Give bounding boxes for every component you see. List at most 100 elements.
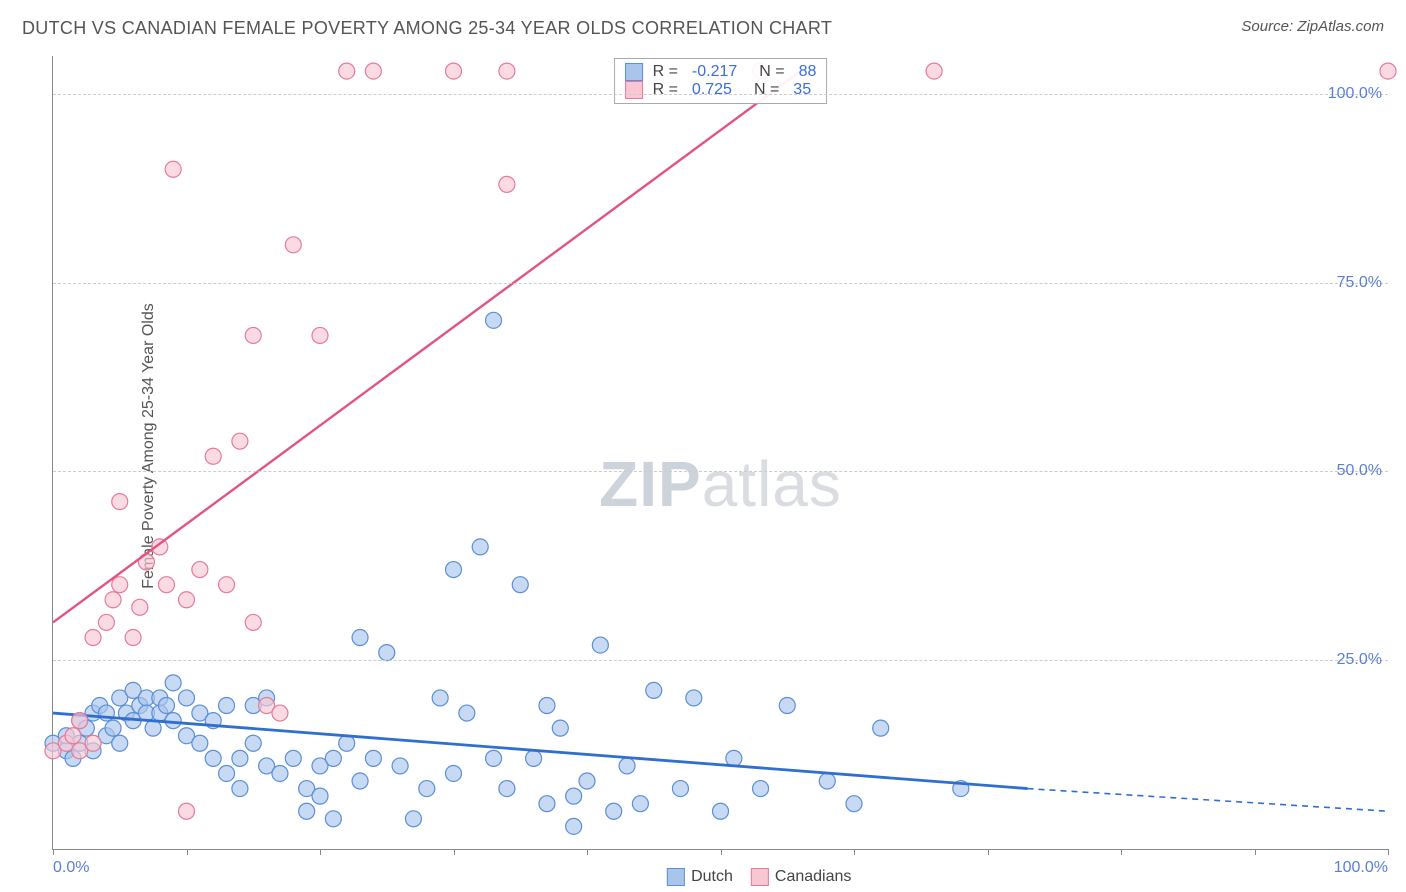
legend-swatch (625, 63, 643, 81)
scatter-point (526, 750, 542, 766)
legend: Dutch Canadians (667, 868, 851, 886)
scatter-point (312, 788, 328, 804)
scatter-point (85, 735, 101, 751)
trend-line (53, 71, 801, 622)
scatter-point (125, 630, 141, 646)
scatter-point (205, 750, 221, 766)
corr-n-label: N = (754, 81, 779, 99)
chart-plot-area: ZIPatlas R =-0.217N =88R =0.725N =35 25.… (52, 56, 1388, 850)
scatter-point (446, 765, 462, 781)
legend-swatch (667, 868, 685, 886)
scatter-point (219, 698, 235, 714)
scatter-point (846, 796, 862, 812)
chart-header: DUTCH VS CANADIAN FEMALE POVERTY AMONG 2… (0, 0, 1406, 47)
scatter-point (566, 788, 582, 804)
scatter-point (499, 781, 515, 797)
scatter-point (446, 562, 462, 578)
legend-label: Dutch (691, 868, 733, 886)
chart-title: DUTCH VS CANADIAN FEMALE POVERTY AMONG 2… (22, 18, 832, 39)
scatter-point (566, 818, 582, 834)
scatter-point (592, 637, 608, 653)
legend-swatch (625, 81, 643, 99)
corr-n-value: 35 (793, 81, 811, 99)
scatter-point (1380, 63, 1396, 79)
scatter-point (339, 735, 355, 751)
corr-n-value: 88 (799, 63, 817, 81)
scatter-point (158, 577, 174, 593)
legend-item: Canadians (751, 868, 852, 886)
x-tick-label: 100.0% (1334, 859, 1388, 877)
scatter-point (105, 720, 121, 736)
scatter-point (459, 705, 475, 721)
scatter-point (325, 750, 341, 766)
scatter-point (285, 237, 301, 253)
scatter-point (98, 614, 114, 630)
scatter-point (365, 63, 381, 79)
scatter-point (672, 781, 688, 797)
x-tick-label: 0.0% (53, 859, 89, 877)
chart-source: Source: ZipAtlas.com (1241, 18, 1384, 35)
legend-label: Canadians (775, 868, 852, 886)
scatter-point (392, 758, 408, 774)
y-tick-label: 100.0% (1328, 85, 1382, 103)
source-label: Source: (1241, 18, 1293, 35)
x-tick-mark (854, 849, 855, 855)
scatter-point (285, 750, 301, 766)
scatter-point (219, 765, 235, 781)
x-tick-mark (53, 849, 54, 855)
scatter-point (245, 327, 261, 343)
scatter-point (539, 698, 555, 714)
x-tick-mark (187, 849, 188, 855)
scatter-point (365, 750, 381, 766)
scatter-point (112, 577, 128, 593)
corr-r-value: -0.217 (692, 63, 737, 81)
scatter-point (419, 781, 435, 797)
trend-line-dashed (1028, 789, 1388, 812)
scatter-point (873, 720, 889, 736)
corr-n-label: N = (759, 63, 784, 81)
scatter-point (192, 562, 208, 578)
scatter-point (232, 750, 248, 766)
gridline (53, 471, 1388, 472)
y-tick-label: 75.0% (1337, 274, 1382, 292)
scatter-point (105, 592, 121, 608)
scatter-point (245, 614, 261, 630)
scatter-point (446, 63, 462, 79)
scatter-point (753, 781, 769, 797)
gridline (53, 283, 1388, 284)
correlation-row: R =0.725N =35 (625, 81, 817, 99)
scatter-point (779, 698, 795, 714)
scatter-point (245, 735, 261, 751)
scatter-point (619, 758, 635, 774)
scatter-point (686, 690, 702, 706)
scatter-point (272, 705, 288, 721)
gridline (53, 94, 1388, 95)
scatter-point (232, 433, 248, 449)
scatter-point (72, 713, 88, 729)
x-tick-mark (721, 849, 722, 855)
scatter-point (312, 327, 328, 343)
corr-r-value: 0.725 (692, 81, 732, 99)
scatter-point (85, 630, 101, 646)
scatter-point (552, 720, 568, 736)
scatter-point (926, 63, 942, 79)
scatter-svg (53, 56, 1388, 849)
scatter-point (499, 63, 515, 79)
scatter-point (632, 796, 648, 812)
scatter-point (405, 811, 421, 827)
scatter-point (472, 539, 488, 555)
scatter-point (112, 494, 128, 510)
scatter-point (352, 773, 368, 789)
scatter-point (132, 599, 148, 615)
scatter-point (512, 577, 528, 593)
scatter-point (486, 750, 502, 766)
scatter-point (232, 781, 248, 797)
scatter-point (205, 448, 221, 464)
scatter-point (379, 645, 395, 661)
legend-item: Dutch (667, 868, 733, 886)
x-tick-mark (454, 849, 455, 855)
x-tick-mark (988, 849, 989, 855)
x-tick-mark (320, 849, 321, 855)
scatter-point (192, 735, 208, 751)
scatter-point (499, 176, 515, 192)
